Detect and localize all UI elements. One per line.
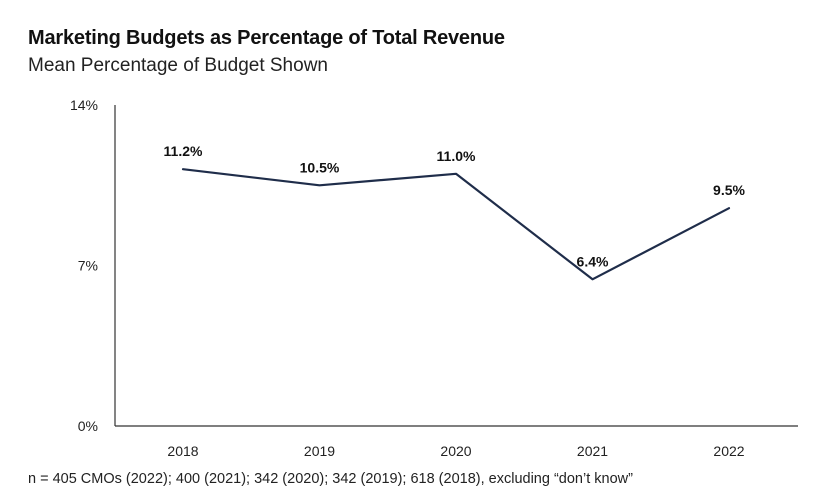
chart-subtitle: Mean Percentage of Budget Shown xyxy=(28,55,328,76)
x-tick-label: 2021 xyxy=(577,443,608,459)
x-tick-label: 2019 xyxy=(304,443,335,459)
y-tick-label: 7% xyxy=(78,258,98,274)
data-label: 10.5% xyxy=(300,159,340,175)
x-tick-label: 2018 xyxy=(167,443,198,459)
data-label: 11.2% xyxy=(164,143,203,159)
x-tick-label: 2022 xyxy=(713,443,744,459)
y-tick-label: 14% xyxy=(70,97,98,113)
x-tick-label: 2020 xyxy=(440,443,471,459)
data-label: 6.4% xyxy=(577,253,609,269)
y-tick-label: 0% xyxy=(78,418,98,434)
data-label: 11.0% xyxy=(437,148,476,164)
series-line xyxy=(181,168,731,281)
data-label: 9.5% xyxy=(713,182,745,198)
sample-size-footnote: n = 405 CMOs (2022); 400 (2021); 342 (20… xyxy=(28,471,633,487)
chart-title: Marketing Budgets as Percentage of Total… xyxy=(28,27,505,49)
